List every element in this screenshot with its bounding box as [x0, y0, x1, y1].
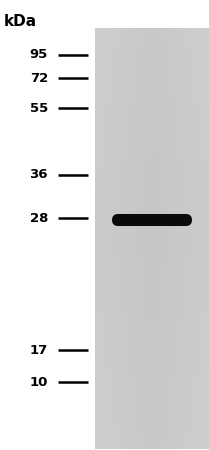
Text: 55: 55: [30, 102, 48, 114]
Text: 36: 36: [29, 168, 48, 181]
Text: 28: 28: [30, 212, 48, 225]
Text: 10: 10: [30, 375, 48, 388]
Text: kDa: kDa: [4, 14, 37, 30]
Text: 17: 17: [30, 343, 48, 356]
Text: 95: 95: [30, 49, 48, 62]
FancyBboxPatch shape: [112, 214, 192, 226]
Text: 72: 72: [30, 72, 48, 85]
